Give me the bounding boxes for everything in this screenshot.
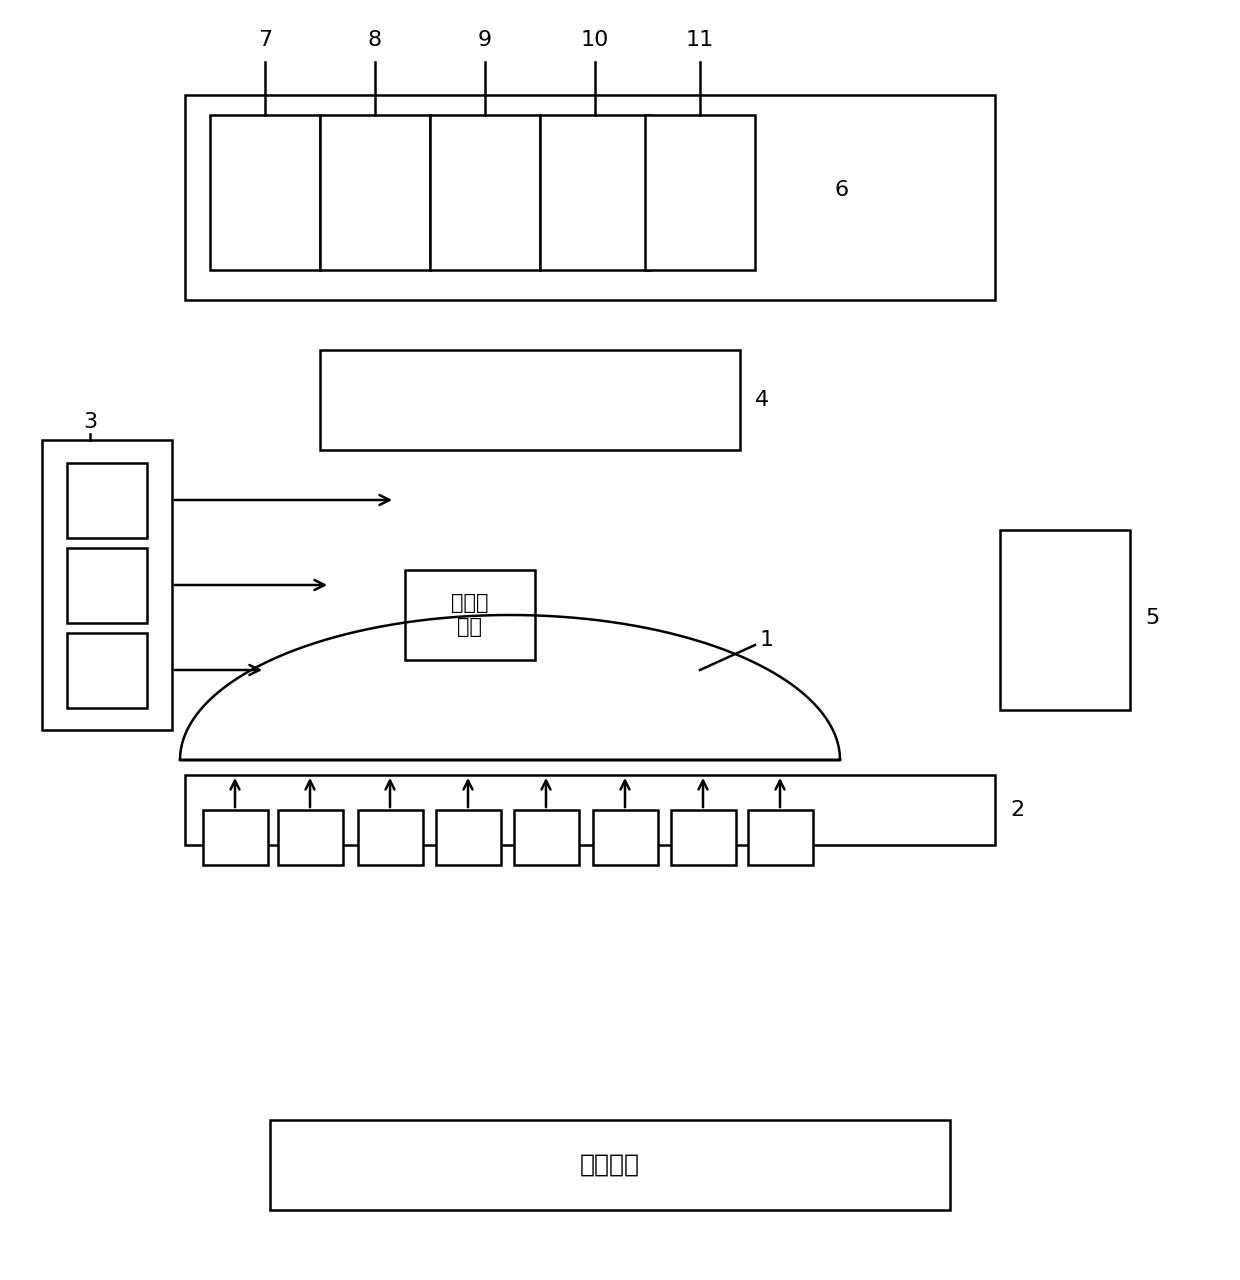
Bar xyxy=(67,462,148,538)
Text: 5: 5 xyxy=(1145,608,1159,628)
Bar xyxy=(430,115,539,270)
Text: 10: 10 xyxy=(580,29,609,50)
Bar xyxy=(748,810,812,865)
Text: 4: 4 xyxy=(755,390,769,410)
Text: 3: 3 xyxy=(83,412,97,431)
Bar xyxy=(645,115,755,270)
Text: 步进电机: 步进电机 xyxy=(580,1153,640,1178)
Text: 8: 8 xyxy=(368,29,382,50)
Bar xyxy=(42,440,172,730)
Bar xyxy=(539,115,650,270)
Bar xyxy=(320,349,740,451)
Bar xyxy=(185,774,994,845)
Bar xyxy=(593,810,657,865)
Text: 11: 11 xyxy=(686,29,714,50)
Bar xyxy=(671,810,735,865)
Text: 7: 7 xyxy=(258,29,272,50)
Text: 2: 2 xyxy=(1011,800,1024,820)
Bar xyxy=(357,810,423,865)
Bar xyxy=(278,810,342,865)
Text: 6: 6 xyxy=(835,180,849,200)
Bar xyxy=(513,810,579,865)
Bar xyxy=(185,95,994,300)
Bar xyxy=(270,1120,950,1210)
Bar xyxy=(67,632,148,708)
Text: 玻璃绝
缘子: 玻璃绝 缘子 xyxy=(451,594,489,636)
Bar xyxy=(435,810,501,865)
Bar xyxy=(210,115,320,270)
Text: 9: 9 xyxy=(477,29,492,50)
Bar xyxy=(202,810,268,865)
Text: 1: 1 xyxy=(760,630,774,650)
Bar xyxy=(67,548,148,622)
Bar xyxy=(405,570,534,660)
Bar xyxy=(999,530,1130,710)
Bar xyxy=(320,115,430,270)
